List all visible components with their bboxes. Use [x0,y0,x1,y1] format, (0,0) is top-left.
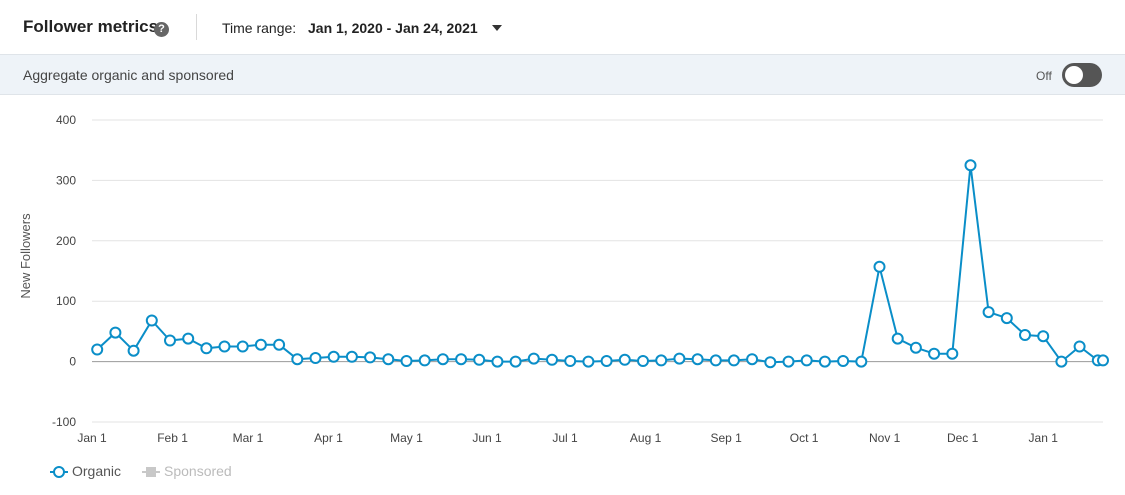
legend-organic-label: Organic [72,463,122,479]
aggregate-bar: Aggregate organic and sponsored Off [0,54,1125,95]
data-point [491,355,504,368]
data-point [837,355,850,367]
data-point [509,355,522,368]
x-tick-label: Oct 1 [790,431,819,445]
legend-sponsored-label: Sponsored [164,463,232,479]
data-point [618,353,631,366]
data-point [473,353,486,366]
data-point [527,352,540,365]
aggregate-toggle[interactable] [1062,63,1102,87]
data-point [891,332,904,345]
data-point [1097,354,1109,367]
x-tick-label: May 1 [390,431,423,445]
data-point [382,353,395,366]
data-point [127,344,140,357]
data-point [855,355,868,368]
x-tick-label: Nov 1 [869,431,901,445]
x-tick-label: Dec 1 [947,431,979,445]
data-point [709,354,722,367]
data-point [364,351,377,364]
grid-layer [92,119,1103,423]
x-tick-label: Feb 1 [157,431,188,445]
data-point [1073,340,1086,353]
data-point [946,347,959,360]
data-point [182,332,195,345]
x-tick-label: Mar 1 [233,431,264,445]
data-point [564,355,577,367]
data-point [600,355,613,367]
data-point [1037,330,1050,343]
organic-marker-icon [50,466,68,478]
toggle-knob[interactable] [1065,66,1083,84]
time-range-label: Time range: [222,20,297,36]
data-point [164,334,176,347]
data-point [964,159,977,172]
line-chart: 400 300 200 100 0 -100 Jan 1 Feb 1 Mar 1 Apr 1 Ma… [18,113,1109,445]
data-point [764,356,777,369]
data-point [909,341,922,354]
data-point [400,355,413,367]
data-point [582,355,595,368]
help-icon[interactable]: ? [154,22,169,37]
data-point [109,326,122,339]
divider [196,14,197,40]
data-point [1055,355,1068,368]
data-point [455,353,468,366]
data-point [982,306,995,319]
data-point [327,350,340,363]
data-point [1019,329,1031,341]
data-point [637,355,649,367]
data-point [91,343,104,356]
data-point [236,340,249,353]
data-point [218,340,231,353]
data-point [691,353,704,366]
y-axis-label: New Followers [18,213,33,299]
aggregate-label: Aggregate organic and sponsored [23,67,234,83]
y-tick-label: 200 [56,234,76,248]
x-tick-label: Jan 1 [77,431,107,445]
y-tick-label: 400 [56,113,76,127]
series-layer [91,159,1109,369]
header-bar: Follower metrics ? Time range: Jan 1, 20… [0,0,1125,54]
data-point [254,338,267,351]
time-range-dropdown[interactable]: Jan 1, 2020 - Jan 24, 2021 [308,20,478,36]
data-point [800,354,813,367]
y-tick-label: 100 [56,294,76,308]
data-point [273,338,286,351]
toggle-state-label: Off [1036,69,1052,83]
chevron-down-icon[interactable] [492,25,502,31]
data-point [436,353,449,366]
x-tick-label: Apr 1 [314,431,343,445]
x-tick-label: Aug 1 [630,431,662,445]
x-tick-label: Jun 1 [472,431,502,445]
y-tick-label: 0 [69,355,76,369]
data-point [746,353,759,366]
y-axis: 400 300 200 100 0 -100 [52,113,76,429]
series-line-organic [96,164,1103,364]
data-point [145,314,158,327]
x-tick-label: Sep 1 [710,431,742,445]
data-point [546,353,558,366]
x-axis: Jan 1 Feb 1 Mar 1 Apr 1 May 1 Jun 1 Jul 1 Aug 1… [77,431,1058,445]
data-point [873,260,886,273]
data-point [818,355,831,368]
page-title: Follower metrics [23,17,159,36]
sponsored-marker-icon [142,467,160,477]
x-tick-label: Jan 1 [1029,431,1059,445]
data-point [928,347,941,360]
data-point [655,354,668,367]
data-point [782,355,795,368]
data-point [345,350,358,363]
data-point [1000,312,1013,325]
data-point [418,354,431,367]
data-point [673,352,686,365]
data-point [200,342,213,355]
data-point [309,352,322,364]
x-tick-label: Jul 1 [552,431,578,445]
y-tick-label: 300 [56,173,76,187]
data-point [291,353,304,366]
y-tick-label: -100 [52,415,76,429]
data-point [727,354,740,367]
